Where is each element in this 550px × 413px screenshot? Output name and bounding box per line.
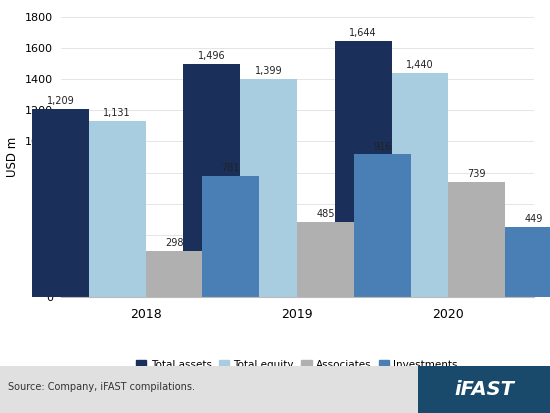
- Text: 781: 781: [222, 163, 240, 173]
- Text: 1,131: 1,131: [103, 108, 131, 118]
- Bar: [448, 182, 505, 297]
- Text: 739: 739: [468, 169, 486, 179]
- Bar: [240, 79, 297, 297]
- Bar: [32, 109, 89, 297]
- Text: 485: 485: [316, 209, 334, 219]
- Text: 1,644: 1,644: [349, 28, 377, 38]
- Bar: [505, 227, 550, 297]
- Bar: [146, 251, 202, 297]
- Text: 1,209: 1,209: [47, 96, 74, 106]
- Text: 298: 298: [165, 238, 183, 248]
- Text: iFAST: iFAST: [454, 380, 514, 399]
- Legend: Total assets, Total equity, Associates, Investments: Total assets, Total equity, Associates, …: [132, 356, 462, 374]
- Text: 1,440: 1,440: [406, 60, 434, 70]
- Bar: [297, 222, 354, 297]
- Text: 1,496: 1,496: [198, 51, 226, 61]
- Y-axis label: USD m: USD m: [6, 137, 19, 177]
- Text: 916: 916: [373, 142, 392, 152]
- Bar: [354, 154, 410, 297]
- Text: 449: 449: [524, 214, 543, 225]
- Text: Source: Company, iFAST compilations.: Source: Company, iFAST compilations.: [8, 382, 195, 392]
- Text: 1,399: 1,399: [255, 66, 283, 76]
- Bar: [89, 121, 146, 297]
- Bar: [392, 73, 448, 297]
- Bar: [202, 176, 259, 297]
- Bar: [335, 41, 392, 297]
- Bar: [184, 64, 240, 297]
